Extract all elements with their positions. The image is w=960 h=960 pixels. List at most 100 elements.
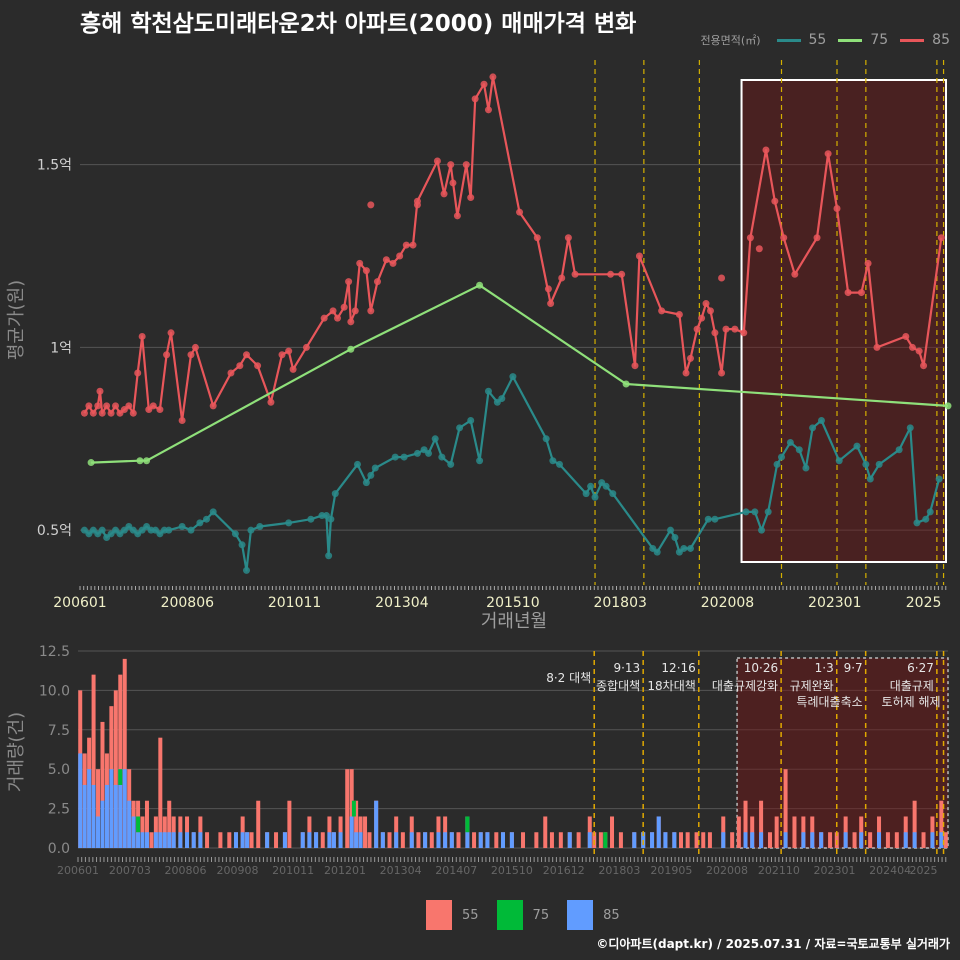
legend-item-75: 75: [838, 32, 888, 48]
bar-85: [650, 832, 655, 848]
point-75: [87, 459, 95, 467]
credit-text: ©디아파트(dapt.kr) / 2025.07.31 / 자료=국토교통부 실…: [596, 937, 950, 951]
bar-55: [701, 832, 706, 848]
bar-55: [707, 832, 712, 848]
bar-55: [694, 832, 699, 848]
point-85: [163, 351, 171, 359]
bar-55: [113, 690, 118, 848]
price-x-tick-4: 201510: [486, 595, 539, 611]
legend-top: 전용면적(㎡) 55 75 85: [700, 32, 950, 48]
price-y-tick-1: 1억: [50, 340, 72, 356]
point-85: [89, 409, 97, 417]
point-85: [762, 146, 770, 154]
point-55: [591, 493, 599, 501]
bar-85: [245, 832, 250, 848]
bar-75: [136, 816, 141, 833]
point-85: [480, 80, 488, 88]
point-55: [602, 482, 610, 490]
bar-85: [423, 832, 428, 848]
bar-55: [91, 674, 96, 848]
bar-55: [149, 832, 154, 848]
bar-85: [783, 832, 788, 848]
point-55: [875, 460, 883, 468]
point-85: [908, 343, 916, 351]
legend-bottom-box-55: [426, 900, 452, 930]
bar-85: [358, 832, 363, 848]
price-y-tick-2: 1.5억: [37, 158, 72, 174]
point-85: [658, 307, 666, 315]
legend-label-85: 85: [932, 32, 950, 48]
point-55: [758, 526, 766, 534]
bar-55: [792, 816, 797, 848]
price-x-tick-5: 201803: [593, 595, 646, 611]
point-85: [771, 197, 779, 205]
point-55: [549, 457, 557, 465]
point-85: [367, 307, 375, 315]
bar-55: [144, 800, 149, 848]
bar-55: [363, 816, 368, 848]
bar-55: [472, 832, 477, 848]
price-x-label: 거래년월: [481, 611, 547, 632]
point-85: [686, 354, 694, 362]
point-85: [433, 157, 441, 165]
bar-85: [843, 832, 848, 848]
bar-55: [345, 769, 350, 848]
point-55: [285, 519, 293, 527]
bar-55: [610, 816, 615, 848]
point-55: [895, 446, 903, 454]
policy-sub-7: 토허제 해제: [882, 695, 941, 709]
point-55: [862, 460, 870, 468]
bar-85: [144, 832, 149, 848]
bar-85: [140, 832, 145, 848]
bar-85: [478, 832, 483, 848]
bar-85: [104, 784, 109, 848]
legend-label-55: 55: [808, 32, 827, 48]
legend-swatch-75: [838, 38, 863, 42]
bar-55: [158, 737, 163, 848]
point-55: [835, 457, 843, 465]
point-85: [547, 300, 555, 308]
point-85: [702, 300, 710, 308]
bar-85: [118, 769, 123, 848]
point-55: [238, 541, 246, 549]
bar-55: [118, 674, 123, 848]
point-55: [809, 424, 817, 432]
bar-55: [558, 832, 563, 848]
point-55: [371, 464, 379, 472]
point-55: [817, 417, 825, 425]
point-55: [196, 519, 204, 527]
point-55: [653, 548, 661, 556]
volume-x-tick-5: 201201: [324, 864, 366, 877]
bar-55: [416, 832, 421, 848]
point-55: [165, 526, 173, 534]
bar-85: [185, 832, 190, 848]
bar-55: [122, 658, 127, 848]
point-55: [98, 526, 106, 534]
bar-85: [374, 800, 379, 848]
point-85: [453, 212, 461, 220]
bar-85: [198, 832, 203, 848]
volume-x-tick-2: 200806: [165, 864, 207, 877]
price-x-tick-0: 200601: [53, 595, 106, 611]
bar-55: [320, 832, 325, 848]
legend-bottom: 55 75 85: [426, 900, 620, 930]
volume-chart: 0.0 2.5 5.0 7.5 10.0 12.5 8·2 대책 9·13 종합대책 12·16 1…: [6, 644, 949, 877]
point-55: [935, 475, 943, 483]
bar-85: [300, 832, 305, 848]
bar-55: [943, 832, 948, 848]
point-85: [289, 365, 297, 373]
point-55: [773, 460, 781, 468]
bar-85: [485, 832, 490, 848]
volume-x-tick-1: 200703: [109, 864, 151, 877]
volume-x-tick-14: 202301: [814, 864, 856, 877]
legend-swatch-55: [776, 38, 801, 42]
bar-55: [167, 800, 172, 848]
point-85: [607, 270, 615, 278]
point-85: [85, 402, 93, 410]
bar-85: [131, 816, 136, 848]
point-85: [334, 314, 342, 322]
point-55: [413, 449, 421, 457]
bar-85: [721, 832, 726, 848]
legend-bottom-item-75: 75: [496, 900, 549, 930]
point-55: [209, 508, 217, 516]
